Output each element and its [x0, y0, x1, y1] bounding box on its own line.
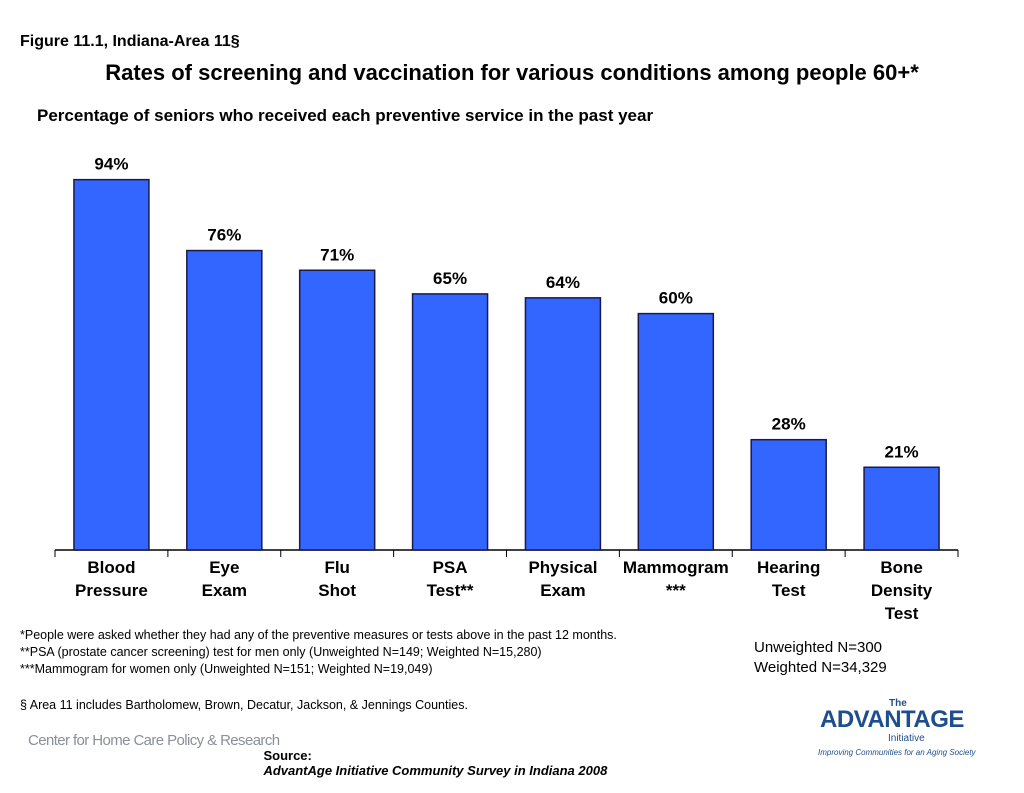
chart: 94% 76% 71% 65% 64% 60% 28% 21% [54, 155, 959, 557]
x-tick-label: Mammogram *** [622, 558, 729, 600]
bar [637, 312, 715, 551]
source-text: AdvantAge Initiative Community Survey in… [263, 763, 608, 778]
sample-size: Unweighted N=300 [754, 639, 883, 656]
area-note: § Area 11 includes Bartholomew, Brown, D… [20, 698, 468, 712]
bar [73, 178, 150, 551]
footnote: *People were asked whether they had any … [20, 628, 617, 642]
bar [750, 438, 827, 551]
logo-left: Center for Home Care Policy & Research [28, 732, 280, 749]
source-prefix: Source: [263, 748, 312, 763]
value-label: 71% [320, 245, 354, 264]
x-tick-label: Bone Density Test [870, 558, 933, 623]
figure-label: Figure 11.1, Indiana-Area 11§ [20, 33, 240, 50]
bar [411, 293, 489, 551]
bar [524, 297, 602, 551]
slide: Figure 11.1, Indiana-Area 11§ Rates of s… [20, 33, 976, 778]
footnote: **PSA (prostate cancer screening) test f… [20, 645, 542, 659]
logo-sub: Initiative [888, 733, 925, 744]
value-label: 21% [885, 442, 919, 461]
value-label: 76% [207, 226, 241, 245]
value-label: 64% [546, 273, 580, 292]
sample-size: Weighted N=34,329 [754, 659, 887, 676]
x-tick-label: Blood Pressure [75, 558, 148, 600]
x-tick-label: Hearing Test [757, 558, 821, 600]
bar [298, 269, 376, 551]
bar [186, 249, 263, 551]
value-label: 28% [772, 415, 806, 434]
logo-tagline: Improving Communities for an Aging Socie… [818, 748, 976, 757]
bar [863, 466, 940, 551]
logo-small: The [889, 698, 907, 709]
chart-subtitle: Percentage of seniors who received each … [37, 106, 654, 125]
x-tick-label: PSA Test** [426, 558, 474, 600]
value-label: 94% [94, 155, 128, 174]
source: Source: AdvantAge Initiative Community S… [249, 733, 607, 793]
value-label: 60% [659, 289, 693, 308]
x-tick-label: Physical Exam [528, 558, 598, 600]
logo-name: ADVANTAGE [820, 706, 964, 733]
footnote: ***Mammogram for women only (Unweighted … [20, 662, 433, 676]
chart-title: Rates of screening and vaccination for v… [105, 60, 919, 85]
x-tick-label: Eye Exam [201, 558, 247, 600]
value-label: 65% [433, 269, 467, 288]
x-tick-label: Flu Shot [318, 558, 357, 600]
